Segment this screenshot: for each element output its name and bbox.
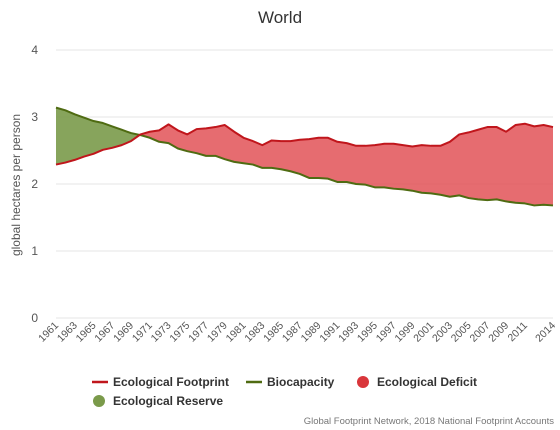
chart-title: World — [258, 8, 302, 27]
x-tick-label: 1987 — [280, 320, 305, 345]
legend-dot-symbol — [93, 395, 105, 407]
x-tick-label: 2005 — [449, 320, 474, 345]
legend-item[interactable]: Biocapacity — [246, 375, 335, 389]
legend-label: Ecological Footprint — [113, 375, 229, 389]
y-axis-label: global hectares per person — [9, 114, 23, 256]
x-tick-label: 1999 — [392, 320, 417, 345]
x-tick-label: 1975 — [167, 320, 192, 345]
x-tick-label: 2014 — [533, 320, 558, 345]
x-tick-label: 2003 — [430, 320, 455, 345]
y-tick-label: 0 — [31, 311, 38, 325]
x-tick-label: 1991 — [317, 320, 342, 345]
x-tick-label: 1997 — [374, 320, 399, 345]
x-tick-label: 1967 — [92, 320, 117, 345]
x-tick-label: 1969 — [111, 320, 136, 345]
x-tick-label: 1981 — [224, 320, 249, 345]
x-tick-label: 1961 — [36, 320, 61, 345]
x-tick-label: 1979 — [205, 320, 230, 345]
y-tick-label: 4 — [31, 43, 38, 57]
x-tick-label: 1985 — [261, 320, 286, 345]
y-tick-label: 2 — [31, 177, 38, 191]
x-tick-label: 1995 — [355, 320, 380, 345]
x-tick-label: 1971 — [130, 320, 155, 345]
x-tick-label: 1973 — [149, 320, 174, 345]
y-tick-label: 3 — [31, 110, 38, 124]
grid — [56, 49, 553, 319]
ecological-footprint-line — [55, 122, 554, 166]
areas — [56, 107, 554, 206]
x-tick-labels: 1961196319651967196919711973197519771979… — [36, 320, 558, 345]
x-tick-label: 2001 — [411, 320, 436, 345]
legend-label: Biocapacity — [267, 375, 335, 389]
legend-dot-symbol — [357, 376, 369, 388]
legend-item[interactable]: Ecological Footprint — [92, 375, 229, 389]
x-tick-label: 1993 — [336, 320, 361, 345]
legend-label: Ecological Reserve — [113, 394, 223, 408]
credit-text: Global Footprint Network, 2018 National … — [304, 416, 555, 427]
ecological-reserve-area — [56, 107, 140, 165]
x-tick-label: 1963 — [55, 320, 80, 345]
x-tick-label: 2007 — [467, 320, 492, 345]
series-lines — [55, 106, 554, 207]
x-tick-label: 1965 — [74, 320, 99, 345]
legend-label: Ecological Deficit — [377, 375, 477, 389]
x-tick-label: 2011 — [506, 320, 531, 345]
y-tick-labels: 0 1 2 3 4 — [31, 43, 38, 325]
x-tick-label: 1983 — [242, 320, 267, 345]
x-tick-label: 2009 — [486, 320, 511, 345]
x-tick-label: 1977 — [186, 320, 211, 345]
y-tick-label: 1 — [31, 244, 38, 258]
legend-item[interactable]: Ecological Reserve — [93, 394, 223, 408]
x-tick-label: 1989 — [299, 320, 324, 345]
legend: Ecological Footprint Biocapacity Ecologica… — [92, 375, 477, 408]
ecological-deficit-area — [139, 123, 554, 206]
legend-item[interactable]: Ecological Deficit — [357, 375, 477, 389]
